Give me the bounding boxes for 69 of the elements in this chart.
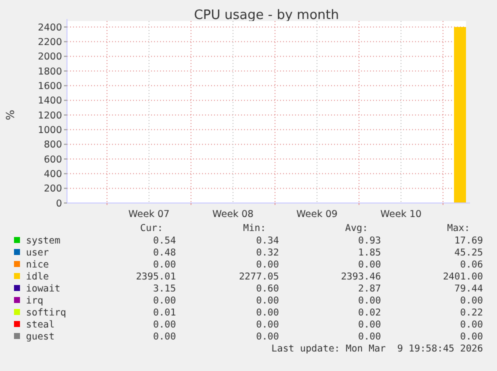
- text: 0.93: [358, 235, 381, 246]
- text: Cur:: [140, 223, 163, 234]
- y-tick-label: 2000: [38, 52, 62, 63]
- text: Last update: Mon Mar 9 19:58:45 2026: [271, 343, 484, 354]
- text: 2277.05: [238, 271, 279, 282]
- text: 1.85: [358, 247, 381, 258]
- y-tick-label: 2400: [38, 22, 62, 34]
- text: 0.00: [460, 319, 484, 330]
- text: 45.25: [454, 247, 483, 258]
- text: 0.00: [153, 259, 176, 270]
- text: 0.00: [358, 259, 382, 270]
- text: 79.44: [454, 283, 484, 294]
- x-tick-label: Week 07: [128, 209, 170, 220]
- x-tick-label: Week 10: [380, 209, 422, 220]
- legend-label: steal: [26, 319, 55, 330]
- text: 0.54: [153, 235, 176, 246]
- text: 0.60: [256, 283, 280, 294]
- text: 2393.46: [340, 271, 382, 282]
- text: 0.00: [256, 307, 280, 318]
- text: 0.00: [256, 295, 280, 306]
- x-tick-label: Week 09: [296, 209, 338, 220]
- chart-title: CPU usage - by month: [194, 8, 340, 23]
- text: 0.00: [256, 331, 280, 342]
- y-tick-label: 1200: [38, 110, 62, 122]
- text: 0.00: [153, 295, 176, 306]
- y-tick-label: 1400: [38, 96, 62, 107]
- text: 0.00: [358, 331, 382, 342]
- text: 0.00: [460, 331, 484, 342]
- text: 2.87: [358, 283, 381, 294]
- text: 0.00: [460, 295, 484, 306]
- text: 0.06: [460, 259, 484, 270]
- y-tick-label: 2200: [38, 36, 62, 48]
- legend-label: iowait: [26, 283, 60, 294]
- text: Min:: [243, 223, 266, 234]
- text: 2395.01: [136, 271, 176, 282]
- y-tick-label: 800: [44, 140, 62, 151]
- text: 0.00: [358, 319, 382, 330]
- text: 0.22: [460, 307, 483, 318]
- legend-label: guest: [26, 331, 55, 342]
- text: 0.00: [153, 331, 176, 342]
- text: Avg:: [345, 223, 368, 234]
- y-tick-label: 1600: [38, 80, 62, 92]
- legend-label: nice: [26, 259, 50, 270]
- text: 3.15: [153, 283, 176, 294]
- y-tick-label: 600: [44, 154, 62, 166]
- text: 2401.00: [442, 271, 484, 282]
- text: 0.00: [153, 319, 176, 330]
- y-tick-label: 400: [44, 168, 62, 180]
- text: 17.69: [454, 235, 484, 246]
- text: 0.01: [153, 307, 176, 318]
- text: 0.02: [358, 307, 381, 318]
- text: 0.32: [256, 247, 279, 258]
- text: 0.00: [256, 259, 280, 270]
- y-axis-title: %: [4, 110, 17, 120]
- x-tick-label: Week 08: [212, 209, 254, 220]
- text: 0.00: [256, 319, 280, 330]
- text: 0.34: [256, 235, 280, 246]
- text: Max:: [447, 223, 470, 234]
- y-tick-label: 1800: [38, 66, 62, 78]
- legend-label: irq: [26, 295, 44, 306]
- legend-label: system: [26, 235, 61, 246]
- y-tick-label: 0: [56, 198, 62, 210]
- y-tick-label: 200: [44, 184, 62, 195]
- y-tick-label: 1000: [38, 124, 62, 136]
- legend-label: idle: [26, 271, 50, 282]
- legend-label: softirq: [26, 307, 66, 318]
- text: 0.00: [358, 295, 382, 306]
- text: 0.48: [153, 247, 176, 258]
- legend-label: user: [26, 247, 50, 258]
